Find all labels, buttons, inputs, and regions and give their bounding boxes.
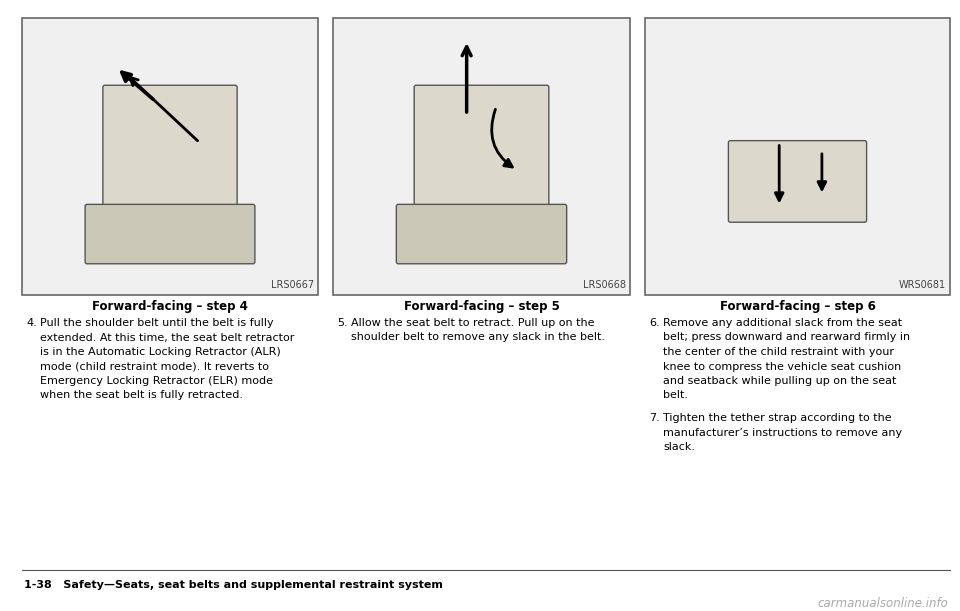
Text: WRS0681: WRS0681	[899, 280, 946, 290]
Bar	[333, 18, 630, 295]
Text: Forward-facing – step 5: Forward-facing – step 5	[403, 300, 560, 313]
FancyBboxPatch shape	[396, 204, 566, 264]
Text: LRS0668: LRS0668	[583, 280, 626, 290]
Text: extended. At this time, the seat belt retractor: extended. At this time, the seat belt re…	[40, 332, 295, 343]
Text: Emergency Locking Retractor (ELR) mode: Emergency Locking Retractor (ELR) mode	[40, 376, 273, 386]
Text: shoulder belt to remove any slack in the belt.: shoulder belt to remove any slack in the…	[351, 332, 605, 343]
FancyBboxPatch shape	[103, 86, 237, 214]
Text: Forward-facing – step 4: Forward-facing – step 4	[92, 300, 248, 313]
FancyBboxPatch shape	[729, 141, 867, 222]
FancyBboxPatch shape	[414, 86, 549, 214]
Text: belt.: belt.	[663, 390, 688, 400]
Bar	[645, 18, 950, 295]
Text: Remove any additional slack from the seat: Remove any additional slack from the sea…	[663, 318, 902, 328]
Text: 5.: 5.	[337, 318, 348, 328]
Text: the center of the child restraint with your: the center of the child restraint with y…	[663, 347, 894, 357]
Text: when the seat belt is fully retracted.: when the seat belt is fully retracted.	[40, 390, 243, 400]
Text: and seatback while pulling up on the seat: and seatback while pulling up on the sea…	[663, 376, 897, 386]
Text: mode (child restraint mode). It reverts to: mode (child restraint mode). It reverts …	[40, 362, 269, 371]
Text: Allow the seat belt to retract. Pull up on the: Allow the seat belt to retract. Pull up …	[351, 318, 594, 328]
Text: 7.: 7.	[649, 413, 660, 423]
Text: slack.: slack.	[663, 442, 695, 452]
Text: Forward-facing – step 6: Forward-facing – step 6	[720, 300, 876, 313]
Text: carmanualsonline.info: carmanualsonline.info	[817, 597, 948, 610]
Bar	[22, 18, 318, 295]
Text: Pull the shoulder belt until the belt is fully: Pull the shoulder belt until the belt is…	[40, 318, 274, 328]
Text: 6.: 6.	[649, 318, 660, 328]
Text: LRS0667: LRS0667	[271, 280, 314, 290]
FancyBboxPatch shape	[85, 204, 255, 264]
Text: 4.: 4.	[26, 318, 36, 328]
Text: is in the Automatic Locking Retractor (ALR): is in the Automatic Locking Retractor (A…	[40, 347, 280, 357]
Text: knee to compress the vehicle seat cushion: knee to compress the vehicle seat cushio…	[663, 362, 901, 371]
Text: manufacturer’s instructions to remove any: manufacturer’s instructions to remove an…	[663, 428, 902, 437]
Text: Tighten the tether strap according to the: Tighten the tether strap according to th…	[663, 413, 892, 423]
Text: 1-38   Safety—Seats, seat belts and supplemental restraint system: 1-38 Safety—Seats, seat belts and supple…	[24, 580, 443, 590]
Text: belt; press downward and rearward firmly in: belt; press downward and rearward firmly…	[663, 332, 910, 343]
